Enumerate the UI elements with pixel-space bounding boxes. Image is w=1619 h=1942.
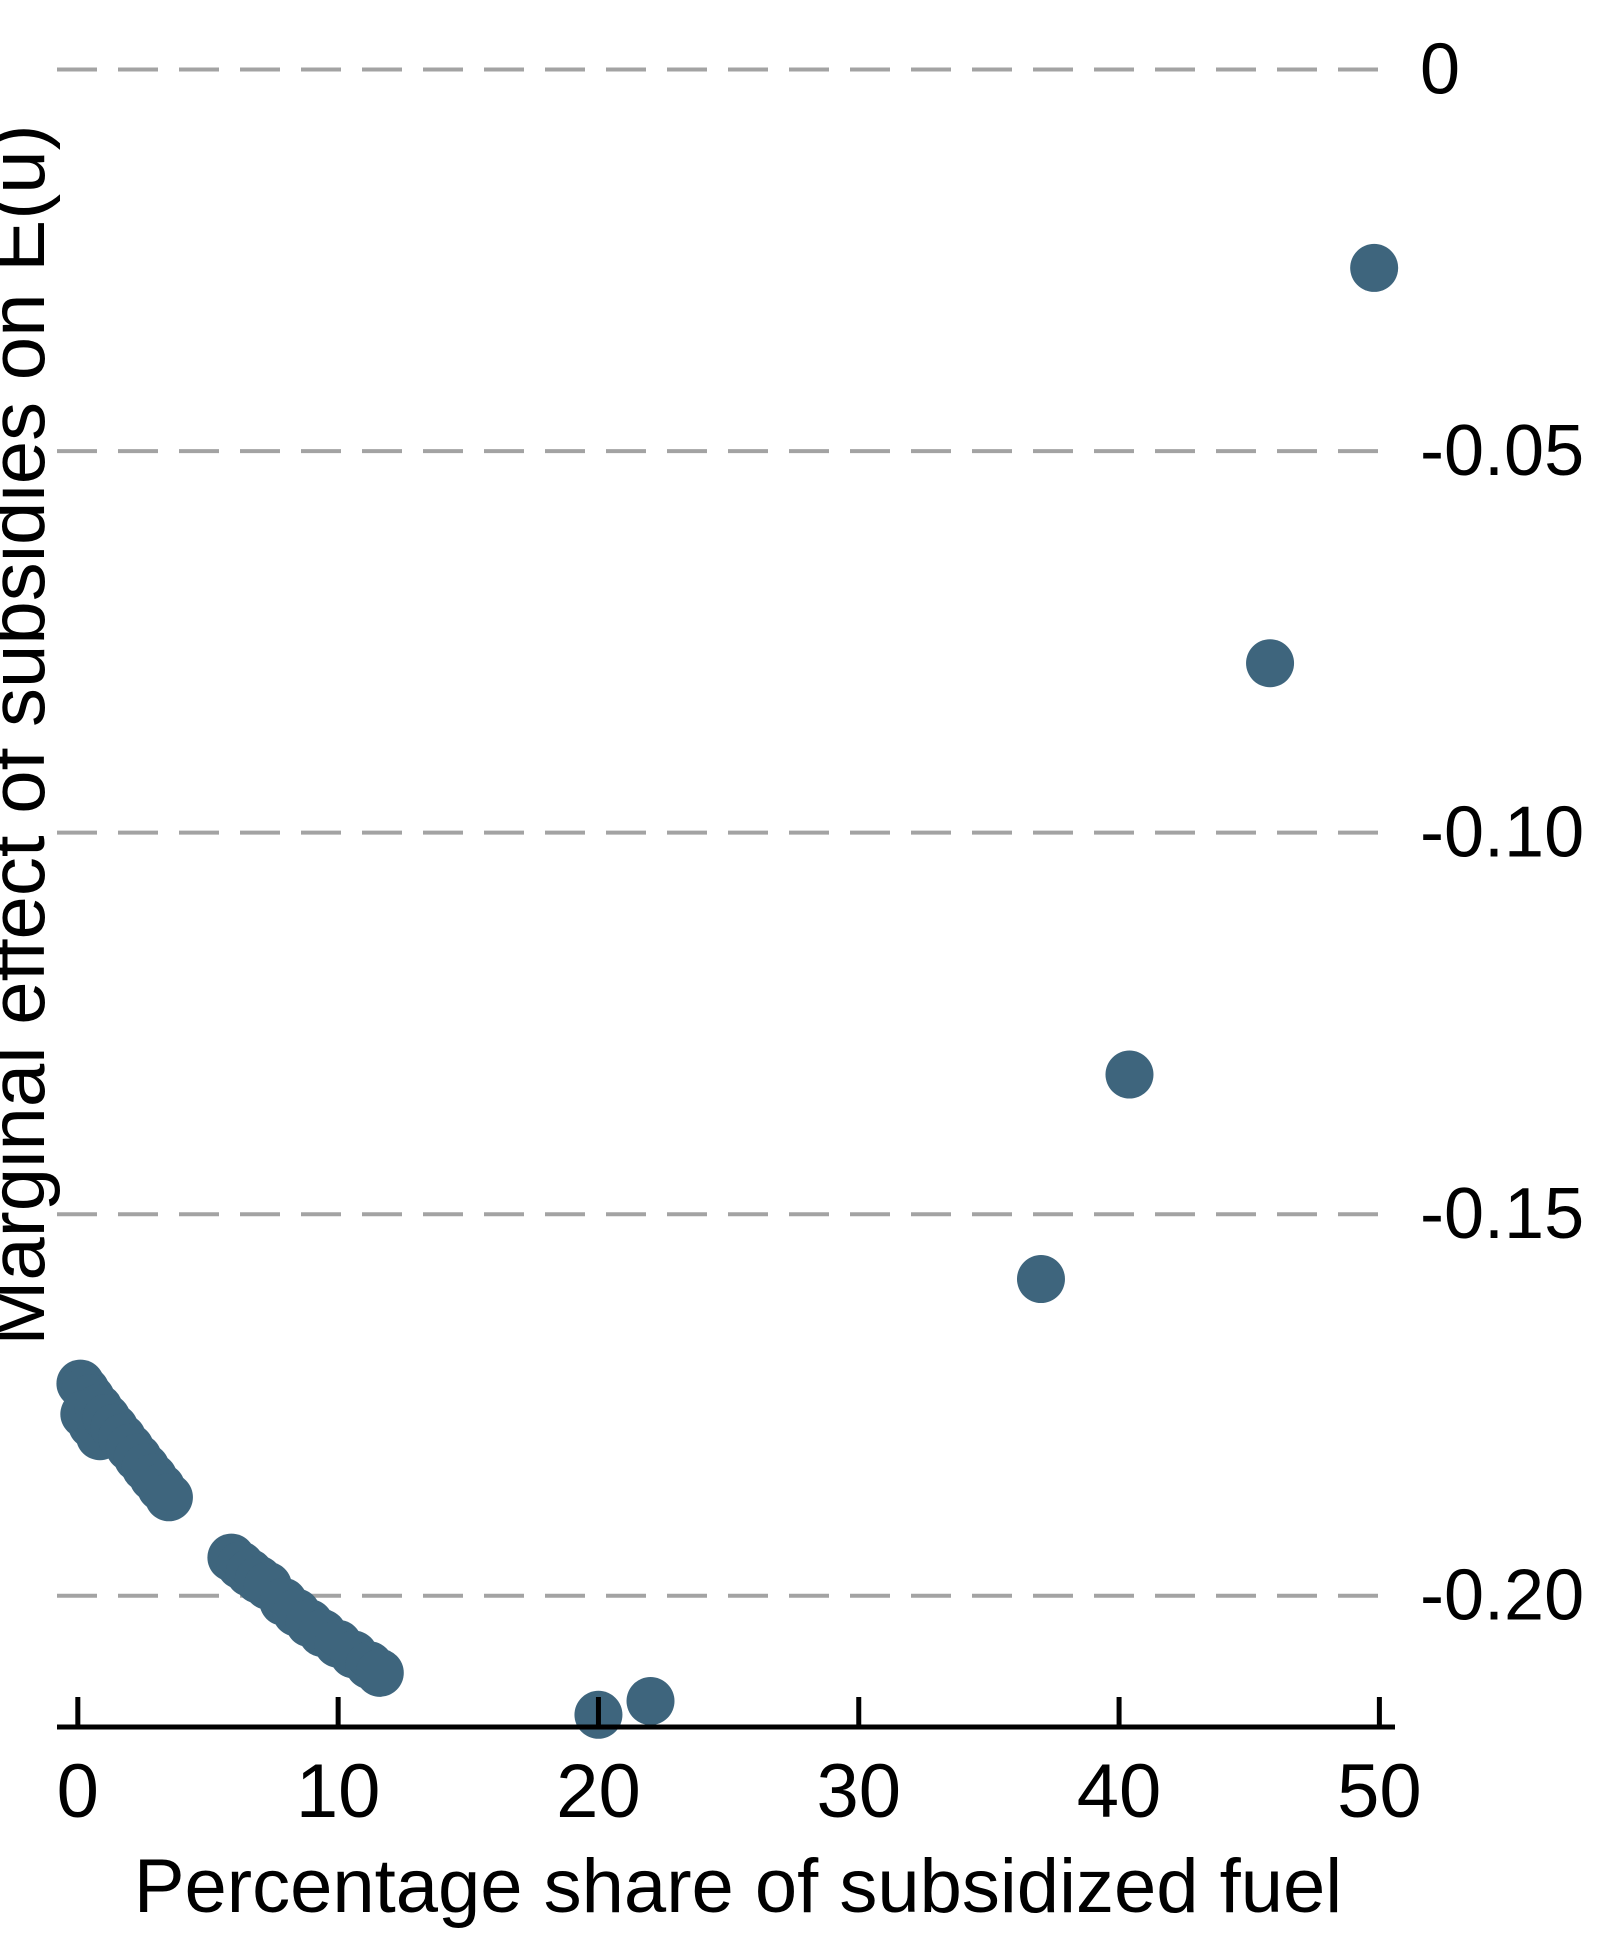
data-point-34: [1350, 243, 1399, 292]
x-tick-label-50: 50: [1337, 1749, 1422, 1834]
data-point-28: [355, 1648, 404, 1697]
gridlines-group: [57, 67, 1395, 1598]
y-tick-label--0.10: -0.10: [1420, 793, 1584, 873]
x-axis-title: Percentage share of subsidized fuel: [134, 1844, 1342, 1929]
y-axis-title: Marginal effect of subsidies on E(u): [0, 124, 61, 1345]
y-axis-tick-labels-group: 0 -0.05 -0.10 -0.15 -0.20: [1420, 30, 1584, 1636]
x-tick-label-0: 0: [57, 1749, 99, 1834]
data-point-31: [1016, 1255, 1065, 1304]
x-tick-label-10: 10: [296, 1749, 381, 1834]
y-tick-label-0: 0: [1420, 30, 1460, 110]
data-point-32: [1105, 1050, 1154, 1099]
x-axis-tick-labels-group: 0 10 20 30 40 50: [57, 1749, 1422, 1834]
x-tick-label-40: 40: [1077, 1749, 1162, 1834]
data-point-15: [144, 1473, 193, 1522]
y-tick-label--0.05: -0.05: [1420, 411, 1584, 491]
data-point-30: [626, 1677, 675, 1726]
x-tick-label-30: 30: [816, 1749, 901, 1834]
x-axis-ticks-group: [75, 1697, 1382, 1727]
data-point-33: [1246, 639, 1295, 688]
x-tick-label-20: 20: [556, 1749, 641, 1834]
y-tick-label--0.20: -0.20: [1420, 1556, 1584, 1636]
scatter-points-group: [56, 243, 1399, 1739]
y-tick-label--0.15: -0.15: [1420, 1174, 1584, 1254]
